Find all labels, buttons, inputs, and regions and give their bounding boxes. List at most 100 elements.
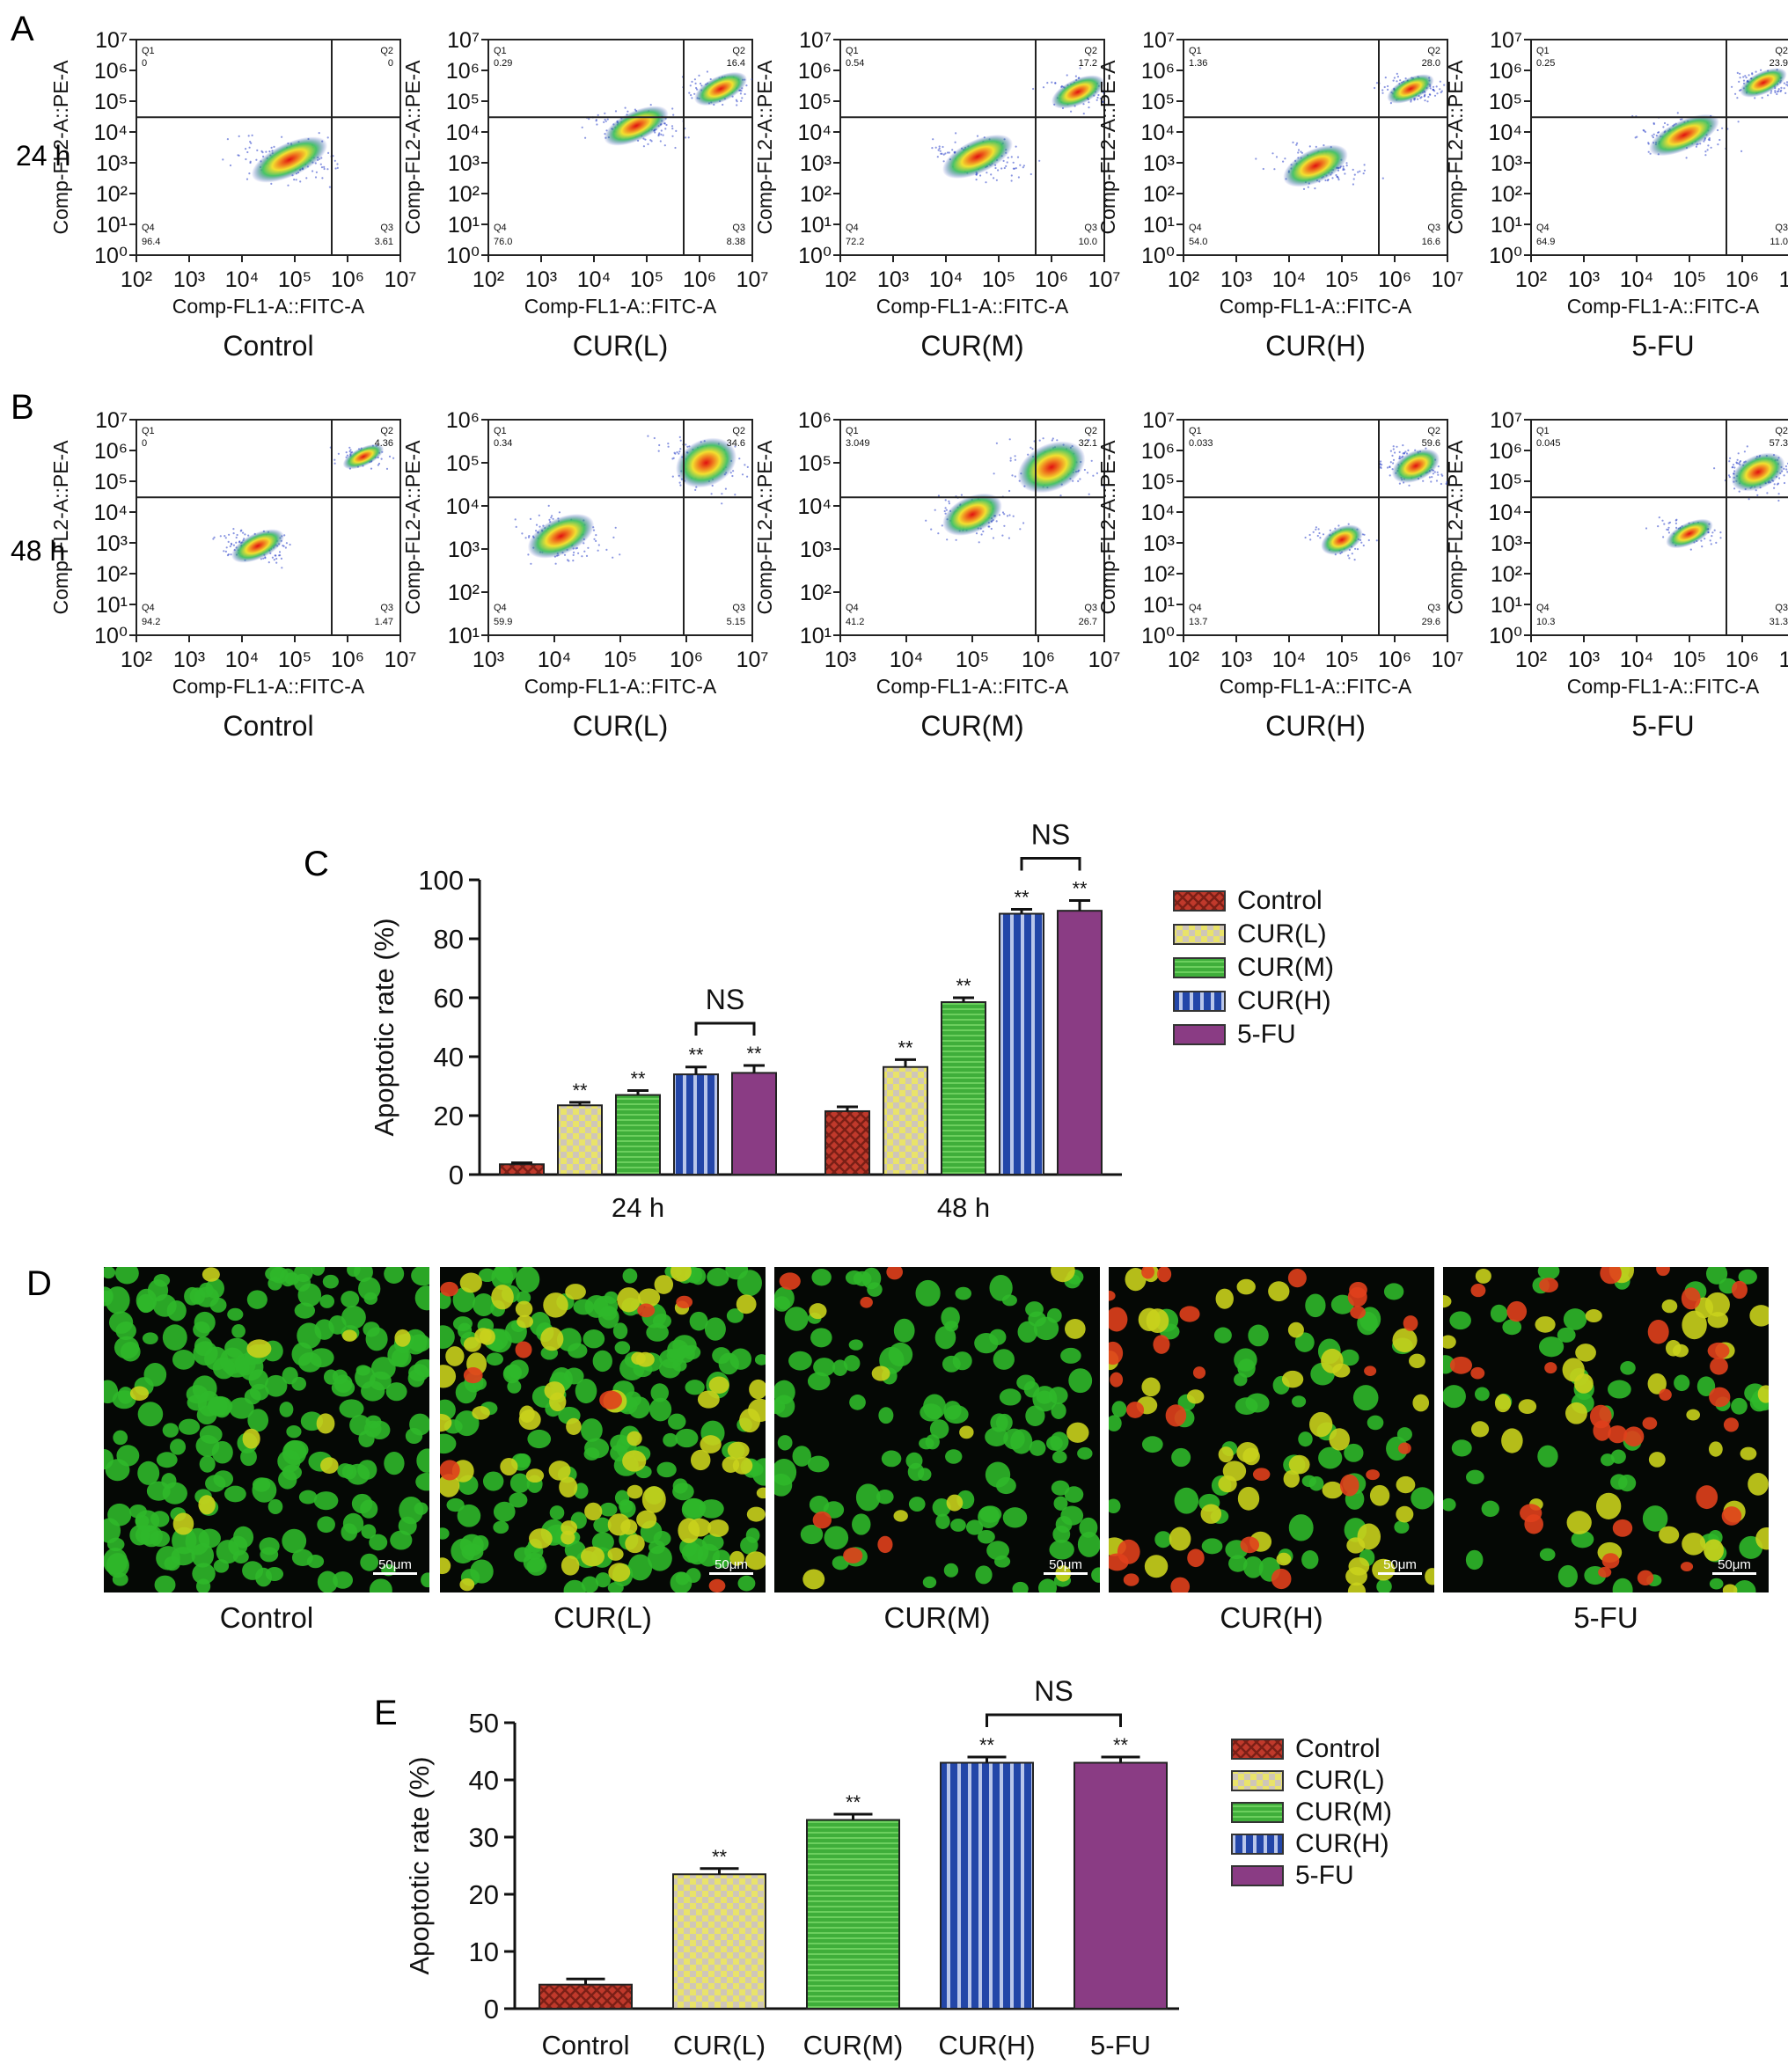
panel-letter-b: B [11,388,34,427]
cell-green [356,1365,370,1375]
significance-mark: ** [746,1043,762,1065]
event-dot [691,81,692,83]
event-dot [236,537,238,538]
event-dot [1295,144,1297,146]
cell-green [1394,1520,1409,1534]
legend-swatch [1232,1803,1283,1822]
event-dot [271,147,273,149]
event-dot [249,162,251,164]
event-dot [679,436,681,438]
event-dot [587,547,589,549]
cell-yellow [460,1273,482,1293]
cell-green [1025,1405,1044,1426]
cell-green [205,1475,225,1492]
cell-green [460,1534,484,1556]
event-dot [311,170,313,172]
cell-yellow [317,1413,335,1433]
event-dot [584,137,586,139]
event-dot [595,534,597,536]
event-dot [988,525,990,527]
cell-red [1193,1366,1205,1379]
event-dot [1396,80,1397,82]
event-dot [515,518,517,520]
event-dot [242,532,244,534]
cell-green [1376,1579,1392,1592]
event-dot [674,147,676,149]
bar [941,1763,1033,2010]
event-dot [691,97,692,99]
cell-green [989,1329,1006,1345]
event-dot [1392,462,1394,464]
event-dot [627,111,628,113]
event-dot [536,524,538,526]
event-dot [671,107,673,109]
event-dot [1653,123,1655,125]
event-dot [1433,472,1434,474]
cell-yellow [655,1275,673,1294]
event-dot [1439,88,1440,90]
group-label: CUR(M) [920,330,1023,362]
quadrant-q4-label: Q4 [142,223,155,233]
flow-plot: Q10Q20Q33.61Q496.410⁰10¹10²10³10⁴10⁵10⁶1… [49,28,416,362]
cell-yellow [1471,1421,1489,1437]
event-dot [1431,476,1433,478]
significance-mark: ** [712,1846,728,1868]
cell-red [1732,1281,1748,1299]
cell-green [268,1499,283,1514]
cell-yellow [627,1431,641,1446]
event-dot [327,152,329,154]
event-dot [1305,537,1307,538]
cell-green [1731,1398,1748,1415]
cell-green [707,1268,729,1286]
x-axis-label: Comp-FL1-A::FITC-A [524,675,717,698]
event-dot [1282,161,1284,163]
cell-green [440,1325,455,1349]
cell-green [1452,1439,1472,1456]
event-dot [736,99,737,101]
x-tick-label: 10⁵ [278,648,311,672]
x-tick-label: 10³ [1568,648,1600,672]
cell-green [1214,1328,1232,1344]
cell-green [568,1343,587,1358]
quadrant-q1-value: 0.25 [1536,58,1555,69]
cell-green [224,1486,246,1503]
event-dot [746,476,748,478]
x-tick-label: 10² [1168,648,1199,672]
y-axis-label: Comp-FL2-A::PE-A [753,60,776,235]
cell-green [1235,1397,1258,1415]
cell-green [294,1274,311,1292]
cell-green [824,1527,848,1550]
cell-green [1298,1431,1312,1446]
cell-red [1710,1358,1728,1375]
quadrant-q2-value: 57.3 [1770,438,1788,449]
event-dot [940,150,942,152]
cell-green [384,1267,404,1284]
x-tick-label: 10⁶ [1022,648,1055,672]
cell-yellow [1309,1412,1332,1437]
y-tick-label: 10⁰ [798,244,832,268]
cell-red [813,1512,832,1529]
event-dot [1008,514,1010,516]
bar [1074,1763,1167,2010]
event-dot [1352,169,1354,171]
event-dot [1403,452,1405,454]
microscopy-cells [774,1267,1100,1592]
error-bar [1069,900,1090,911]
quadrant-q3-value: 10.0 [1079,237,1097,247]
cell-green [583,1329,605,1348]
event-dot [1054,82,1056,84]
event-dot [1767,94,1769,96]
event-dot [1003,513,1005,515]
event-dot [1785,84,1787,85]
event-dot [1390,461,1392,463]
cell-red [1544,1362,1557,1373]
y-tick-label: 10⁷ [95,28,128,53]
x-axis-label: Comp-FL1-A::FITC-A [876,675,1069,698]
event-dot [381,458,383,460]
event-dot [680,440,682,442]
event-dot [527,553,529,555]
event-dot [573,552,575,553]
cell-green [920,1403,942,1421]
event-dot [233,545,235,546]
event-dot [937,532,939,534]
